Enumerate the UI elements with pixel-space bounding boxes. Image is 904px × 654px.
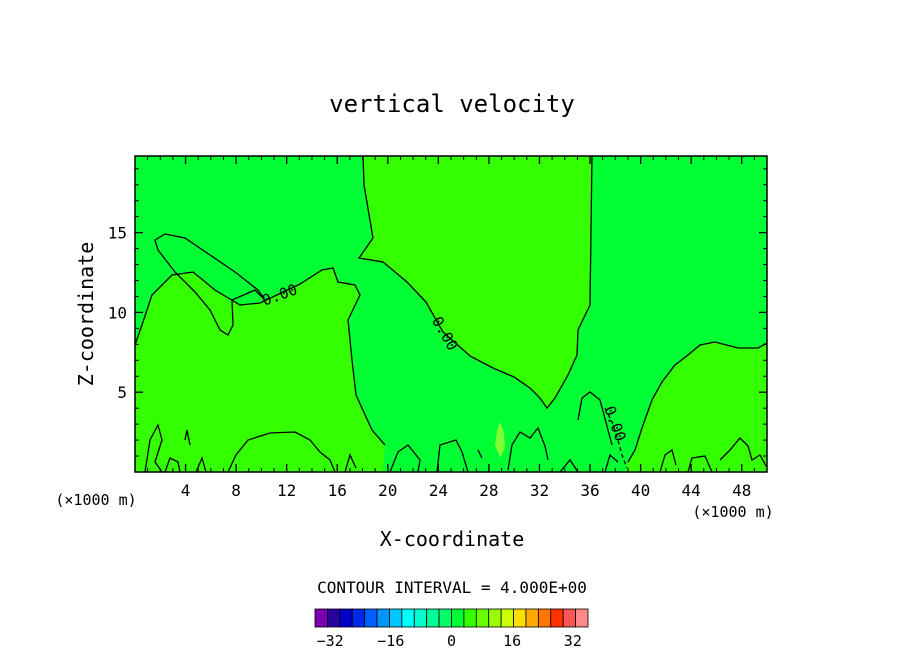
x-tick-label: 32 [530,481,549,500]
contour-line-zero-right [627,341,767,463]
y-tick-label: 15 [108,224,127,243]
x-tick-label: 16 [328,481,347,500]
contour-line-zero-upper-lobe [154,233,266,336]
x-unit-left: (×1000 m) [55,491,136,509]
colorbar-swatch [500,608,514,628]
colorbar-swatch [537,608,552,628]
colorbar-swatch [550,608,564,628]
colorbar-swatch [463,608,477,628]
weak-positive-blob [495,422,505,458]
colorbar-tick-label: −32 [317,632,344,650]
y-axis-ticks: 5 10 15 [108,168,767,457]
y-tick-label: 10 [108,303,127,322]
colorbar-swatch [314,608,328,628]
contour-interval: CONTOUR INTERVAL = 4.000E+00 [317,578,587,597]
y-axis-label: Z-coordinate [74,242,98,387]
colorbar-swatch [401,608,415,628]
x-tick-label: 48 [732,481,751,500]
colorbar-swatch [327,608,341,628]
contour-line-dashed [604,407,628,469]
y-tick-label: 5 [117,383,127,402]
negative-velocity-region-low [135,268,385,472]
x-tick-label: 36 [580,481,599,500]
contour-line-zero-left [135,267,386,446]
colorbar-swatch [351,608,366,628]
colorbar-swatch [575,608,589,628]
x-tick-label: 20 [378,481,397,500]
colorbar-swatch [426,608,440,628]
colorbar-swatch [389,608,403,628]
colorbar-swatch [525,608,539,628]
colorbar-swatch [413,608,428,628]
colorbar-swatch [451,608,465,628]
colorbar-swatch [562,608,576,628]
x-tick-label: 24 [429,481,448,500]
x-tick-label: 28 [479,481,498,500]
contour-line-zero-main [357,156,593,410]
x-tick-label: 40 [631,481,650,500]
colorbar-tick-label: −16 [377,632,404,650]
x-unit-right: (×1000 m) [692,503,773,521]
contour-line-bottom-wiggles [144,391,767,472]
colorbar-swatch [364,608,378,628]
x-axis-label: X-coordinate [380,527,525,551]
x-tick-label: 12 [277,481,296,500]
chart-title: vertical velocity [329,90,575,118]
colorbar-swatch [488,608,502,628]
x-tick-label: 8 [231,481,241,500]
colorbar-tick-label: 16 [503,632,521,650]
colorbar-tick-label: 32 [564,632,582,650]
colorbar [314,608,589,628]
x-tick-label: 4 [181,481,191,500]
x-axis-ticks: 4 8 12 16 20 24 28 32 36 40 44 48 [134,156,768,500]
colorbar-swatch [339,608,353,628]
colorbar-tick-label: 0 [447,632,456,650]
colorbar-swatch [438,608,452,628]
plot-area: 0.00 0.00 0.00 [135,156,767,472]
colorbar-swatch [475,608,490,628]
colorbar-swatch [376,608,390,628]
x-tick-label: 44 [682,481,701,500]
colorbar-tick-labels: −32 −16 0 16 32 [317,632,582,650]
colorbar-swatch [513,608,527,628]
